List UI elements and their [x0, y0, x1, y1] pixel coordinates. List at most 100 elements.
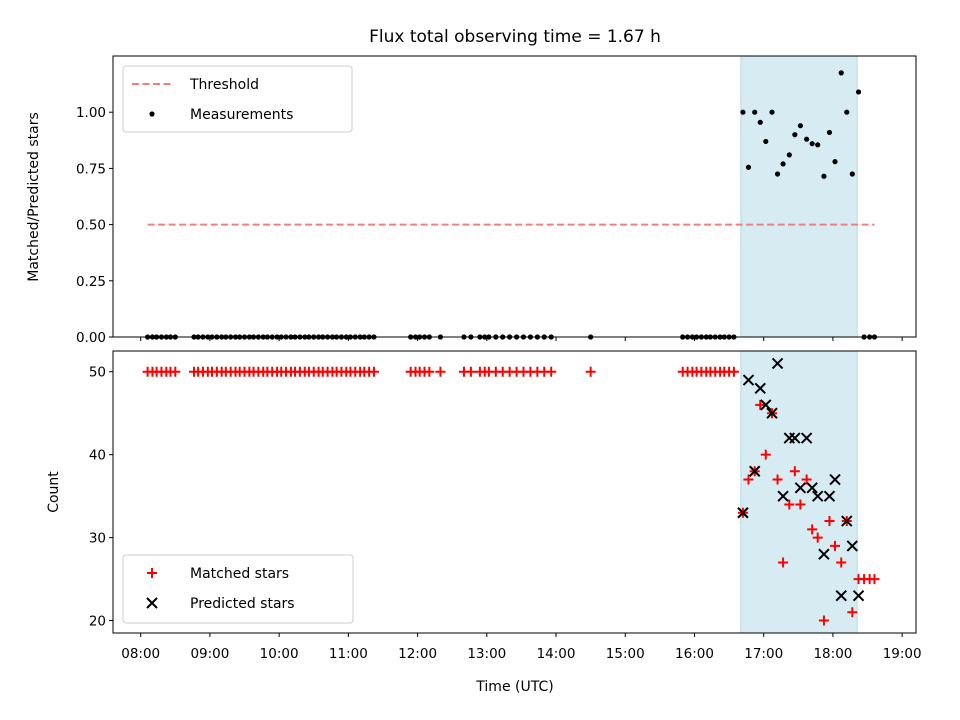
- x-tick-label: 09:00: [190, 646, 229, 662]
- data-point: [465, 366, 476, 377]
- legend-label: Measurements: [190, 107, 293, 123]
- data-point: [774, 171, 781, 177]
- top-y-tick-label: 1.00: [76, 105, 106, 121]
- data-point: [811, 490, 824, 502]
- top-legend: Threshold Measurements: [122, 65, 353, 133]
- data-point: [760, 399, 772, 411]
- legend-measurements-marker: [149, 111, 155, 117]
- data-point: [847, 607, 858, 618]
- data-point: [800, 432, 813, 444]
- data-point: [795, 499, 806, 510]
- data-point: [757, 119, 763, 125]
- data-point: [784, 499, 795, 510]
- data-point: [809, 141, 815, 147]
- x-tick-label: 19:00: [883, 646, 922, 662]
- data-point: [585, 366, 596, 377]
- data-point: [835, 589, 847, 602]
- data-point: [771, 357, 784, 370]
- data-point: [823, 490, 836, 502]
- data-point: [869, 574, 880, 585]
- data-point: [832, 159, 838, 165]
- data-point: [170, 366, 181, 377]
- data-point: [772, 474, 783, 485]
- data-point: [818, 615, 829, 626]
- x-tick-label: 10:00: [260, 646, 299, 662]
- data-point: [812, 532, 823, 543]
- bottom-y-tick-label: 20: [89, 614, 106, 630]
- data-point: [766, 407, 778, 419]
- data-point: [786, 152, 792, 158]
- data-point: [778, 557, 789, 568]
- data-point: [830, 540, 841, 551]
- top-y-tick-label: 0.75: [76, 161, 106, 177]
- data-point: [846, 540, 859, 552]
- data-point: [829, 473, 841, 486]
- x-tick-label: 12:00: [398, 646, 437, 662]
- data-point: [745, 164, 752, 170]
- bottom-y-tick-label: 40: [89, 448, 106, 464]
- legend-label: Threshold: [189, 77, 259, 93]
- data-point: [752, 109, 758, 115]
- data-point: [844, 109, 850, 115]
- top-axes-frame: [112, 55, 917, 338]
- top-y-tick-label: 0.50: [76, 218, 106, 234]
- bottom-axes-frame: [112, 350, 917, 634]
- x-tick-label: 16:00: [675, 646, 714, 662]
- x-tick-label: 15:00: [606, 646, 645, 662]
- data-point: [755, 399, 766, 410]
- bottom-observing-window: [740, 350, 858, 634]
- bottom-series-predicted-stars: [737, 357, 865, 602]
- data-point: [801, 474, 812, 485]
- data-point: [368, 366, 379, 377]
- bottom-y-axis-label: Count: [46, 471, 62, 513]
- data-point: [546, 366, 557, 377]
- data-point: [435, 366, 446, 377]
- data-point: [826, 129, 833, 136]
- data-point: [824, 516, 835, 527]
- x-tick-label: 17:00: [744, 646, 783, 662]
- data-point: [807, 524, 818, 535]
- x-tick-label: 08:00: [121, 646, 160, 662]
- data-point: [818, 548, 830, 560]
- data-point: [728, 366, 739, 377]
- data-point: [849, 171, 855, 177]
- data-point: [789, 432, 801, 444]
- bottom-y-tick-label: 30: [89, 531, 106, 547]
- bottom-series-matched-stars: [142, 366, 880, 626]
- data-point: [749, 465, 761, 477]
- top-panel-title: Flux total observing time = 1.67 h: [369, 27, 661, 47]
- legend-box: [122, 65, 353, 133]
- bottom-legend: Matched stars Predicted stars: [122, 554, 354, 624]
- data-point: [821, 173, 827, 179]
- x-tick-label: 14:00: [537, 646, 576, 662]
- top-panel: 0.00 0.25 0.50 0.75 1.00 Threshold Measurement…: [76, 55, 917, 346]
- data-point: [754, 382, 766, 395]
- data-point: [789, 466, 800, 477]
- data-point: [855, 89, 862, 95]
- legend-box: [122, 554, 354, 624]
- legend-label: Matched stars: [190, 566, 289, 582]
- data-point: [792, 132, 798, 138]
- bottom-y-tick-label: 50: [89, 365, 106, 381]
- data-point: [794, 482, 807, 494]
- data-point: [777, 490, 789, 502]
- top-y-axis-label: Matched/Predicted stars: [26, 112, 42, 282]
- top-y-tick-label: 0.00: [76, 330, 106, 346]
- data-point: [424, 366, 435, 377]
- data-point: [838, 70, 844, 76]
- data-point: [763, 138, 769, 145]
- data-point: [797, 123, 803, 129]
- data-point: [769, 109, 775, 115]
- x-tick-label: 13:00: [467, 646, 506, 662]
- legend-matched-marker: [147, 568, 157, 578]
- legend-label: Predicted stars: [190, 596, 295, 612]
- data-point: [841, 515, 853, 527]
- data-point: [780, 161, 786, 167]
- data-point: [852, 589, 865, 602]
- data-point: [836, 557, 847, 568]
- data-point: [737, 507, 749, 519]
- top-y-tick-label: 0.25: [76, 274, 106, 290]
- top-observing-window: [740, 55, 858, 338]
- data-point: [804, 136, 810, 142]
- data-point: [740, 109, 746, 115]
